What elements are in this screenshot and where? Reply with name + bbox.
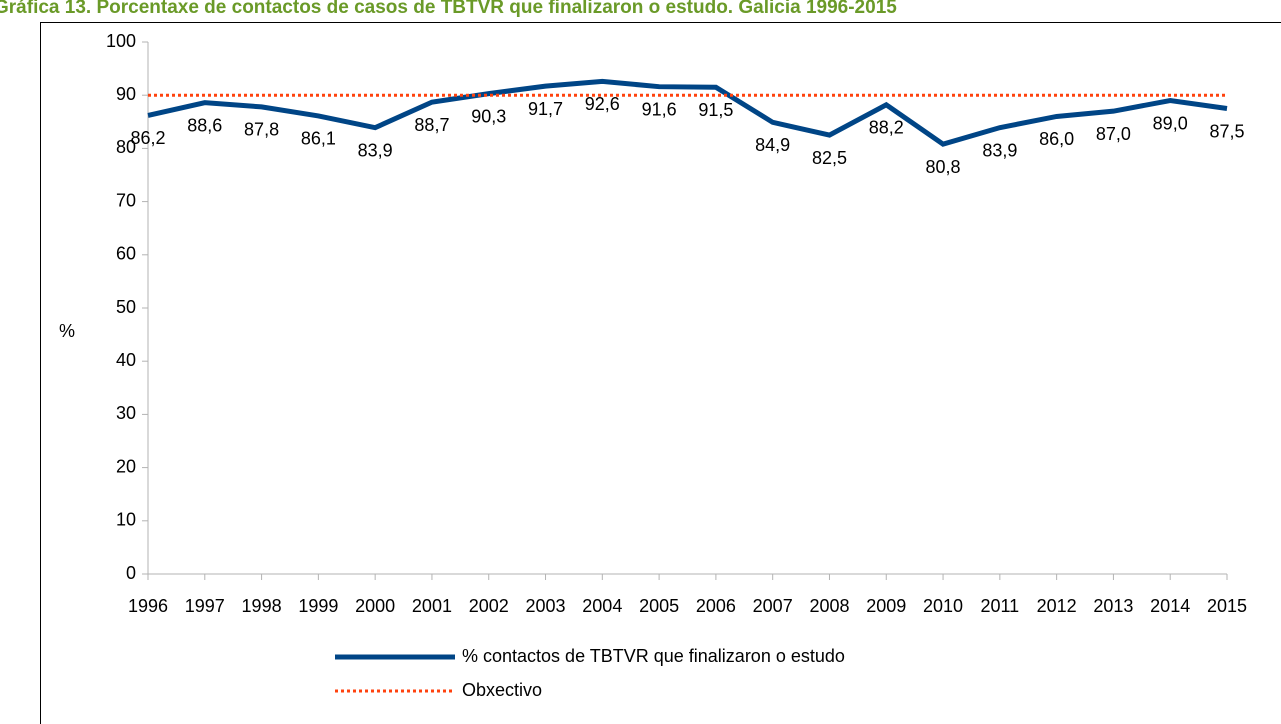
chart-frame [40, 22, 1281, 724]
y-tick-label: 10 [116, 510, 136, 530]
x-tick-label: 2011 [980, 596, 1019, 616]
x-tick-label: 2000 [355, 596, 395, 616]
data-label: 90,3 [471, 106, 506, 126]
data-label: 87,0 [1096, 124, 1131, 144]
y-tick-label: 70 [116, 190, 136, 210]
y-tick-label: 60 [116, 244, 136, 264]
x-tick-label: 2015 [1207, 596, 1247, 616]
x-tick-label: 2005 [639, 596, 679, 616]
data-label: 80,8 [926, 157, 961, 177]
x-tick-label: 2006 [696, 596, 736, 616]
x-tick-label: 2003 [526, 596, 566, 616]
x-tick-label: 1998 [242, 596, 282, 616]
y-tick-label: 30 [116, 403, 136, 423]
data-label: 86,2 [130, 128, 165, 148]
data-label: 86,0 [1039, 129, 1074, 149]
data-label: 89,0 [1153, 113, 1188, 133]
chart-title: Gráfica 13. Porcentaxe de contactos de c… [0, 0, 897, 18]
data-label: 82,5 [812, 148, 847, 168]
x-tick-label: 2009 [866, 596, 906, 616]
y-tick-label: 90 [116, 84, 136, 104]
x-tick-label: 2002 [469, 596, 509, 616]
x-tick-label: 2001 [412, 596, 452, 616]
data-label: 87,5 [1209, 121, 1244, 141]
x-tick-label: 2010 [923, 596, 963, 616]
x-tick-label: 1999 [298, 596, 338, 616]
data-label: 91,6 [642, 99, 677, 119]
x-tick-label: 2007 [753, 596, 793, 616]
x-tick-label: 1996 [128, 596, 168, 616]
x-tick-label: 2008 [809, 596, 849, 616]
legend-label: Obxectivo [462, 680, 542, 700]
data-label: 91,5 [698, 100, 733, 120]
data-label: 87,8 [244, 120, 279, 140]
series-line [147, 78, 1228, 147]
x-tick-label: 1997 [185, 596, 225, 616]
x-tick-label: 2012 [1037, 596, 1077, 616]
x-tick-label: 2004 [582, 596, 622, 616]
y-tick-label: 0 [126, 563, 136, 583]
data-label: 88,7 [414, 115, 449, 135]
y-tick-label: 40 [116, 350, 136, 370]
x-tick-label: 2014 [1150, 596, 1190, 616]
x-tick-label: 2013 [1093, 596, 1133, 616]
data-label: 86,1 [301, 129, 336, 149]
y-axis-label: % [59, 321, 75, 341]
data-label: 92,6 [585, 94, 620, 114]
data-label: 83,9 [982, 140, 1017, 160]
data-label: 88,6 [187, 115, 222, 135]
y-tick-label: 20 [116, 456, 136, 476]
data-label: 88,2 [869, 118, 904, 138]
y-tick-label: 100 [106, 31, 136, 51]
data-label: 84,9 [755, 135, 790, 155]
data-label: 83,9 [358, 140, 393, 160]
data-label: 91,7 [528, 99, 563, 119]
legend-label: % contactos de TBTVR que finalizaron o e… [462, 646, 845, 666]
y-tick-label: 50 [116, 297, 136, 317]
y-tick-label: 80 [116, 137, 136, 157]
